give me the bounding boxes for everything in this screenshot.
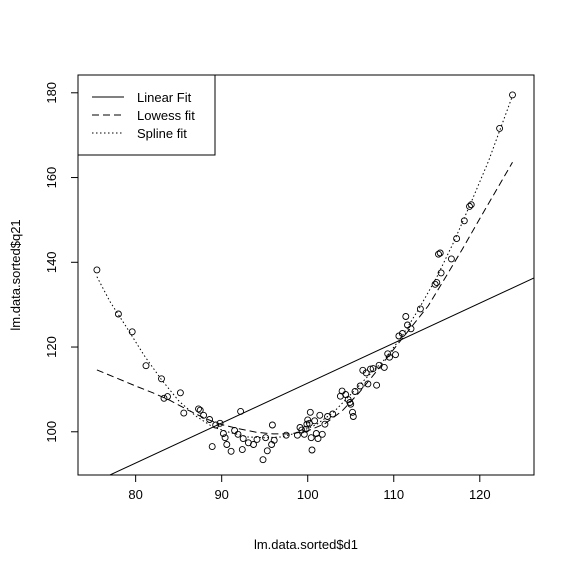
x-tick-label: 80 (128, 487, 142, 502)
data-point (407, 325, 415, 333)
data-point (234, 430, 242, 438)
data-point (349, 408, 356, 416)
data-point (250, 441, 257, 448)
data-point (316, 411, 324, 419)
data-point (239, 435, 247, 443)
data-point (114, 310, 122, 318)
data-point (356, 382, 364, 390)
data-point (208, 443, 216, 451)
data-point (307, 434, 315, 442)
y-tick-label: 140 (44, 251, 59, 273)
data-point (227, 447, 235, 455)
data-point (433, 279, 441, 287)
x-tick-label: 90 (214, 487, 228, 502)
data-point (221, 434, 229, 442)
data-point (496, 124, 504, 132)
data-point (392, 351, 399, 359)
data-point (431, 280, 439, 288)
data-point (351, 388, 359, 395)
legend-label: Lowess fit (137, 108, 195, 123)
data-point (437, 269, 445, 277)
data-point (128, 328, 136, 336)
y-axis-title: lm.data.sorted$q21 (8, 219, 23, 330)
data-point (304, 416, 312, 424)
data-point (282, 431, 290, 439)
legend-box (77, 74, 216, 156)
data-point (369, 365, 377, 373)
data-point (416, 305, 424, 313)
data-point (212, 421, 220, 429)
data-point (200, 411, 208, 419)
legend-label: Linear Fit (137, 90, 192, 105)
data-point (196, 406, 204, 414)
data-point (219, 430, 227, 437)
data-point (402, 313, 410, 320)
series-line-linear-fit (108, 277, 534, 475)
data-point (308, 446, 316, 454)
y-tick-label: 120 (44, 336, 59, 358)
data-point (195, 405, 202, 413)
data-point (293, 431, 301, 439)
x-axis: 80 90 100 110 120 (128, 474, 491, 502)
data-point (321, 420, 329, 428)
x-tick-label: 100 (297, 487, 319, 502)
data-point (216, 419, 224, 427)
legend-label: Spline fit (137, 126, 187, 141)
data-point (158, 375, 165, 383)
data-point (263, 447, 271, 455)
data-point (238, 446, 246, 454)
data-point (435, 250, 442, 258)
data-point (447, 255, 455, 263)
data-point (314, 435, 322, 443)
y-tick-label: 160 (44, 167, 59, 189)
x-tick-label: 110 (383, 487, 404, 502)
data-point (302, 425, 310, 433)
data-point (509, 91, 516, 99)
data-points (93, 91, 516, 464)
data-point (253, 435, 261, 443)
data-point (386, 353, 393, 361)
data-point (206, 416, 214, 423)
data-point (237, 407, 245, 415)
data-point (311, 417, 319, 425)
data-point (223, 441, 231, 448)
data-point (180, 409, 188, 417)
data-point (347, 400, 355, 408)
data-point (384, 350, 392, 358)
data-point (160, 394, 168, 402)
data-point (349, 413, 357, 420)
data-point (268, 421, 276, 429)
data-point (404, 321, 411, 329)
data-point (436, 249, 444, 257)
data-point (380, 363, 388, 371)
y-tick-label: 100 (44, 421, 59, 443)
series-line-lowess-fit (96, 162, 513, 435)
y-tick-label: 180 (44, 82, 59, 104)
data-point (398, 330, 406, 337)
data-point (364, 380, 372, 388)
x-tick-label: 120 (469, 487, 491, 502)
data-point (231, 427, 239, 434)
data-point (259, 456, 267, 464)
data-point (362, 369, 370, 377)
data-point (395, 332, 403, 340)
data-point (164, 393, 171, 401)
data-point (467, 201, 475, 209)
x-axis-title: lm.data.sorted$d1 (254, 537, 358, 552)
data-point (373, 381, 381, 389)
data-point (176, 389, 184, 397)
data-point (367, 365, 374, 373)
data-point (453, 235, 461, 243)
data-point (93, 266, 101, 274)
legend: Linear Fit Lowess fit Spline fit (77, 74, 216, 156)
data-point (262, 434, 270, 442)
data-point (318, 430, 326, 438)
data-point (466, 202, 473, 210)
data-point (460, 217, 468, 225)
data-point (270, 436, 278, 444)
data-point (306, 408, 314, 416)
data-point (329, 410, 337, 418)
data-point (142, 362, 150, 370)
